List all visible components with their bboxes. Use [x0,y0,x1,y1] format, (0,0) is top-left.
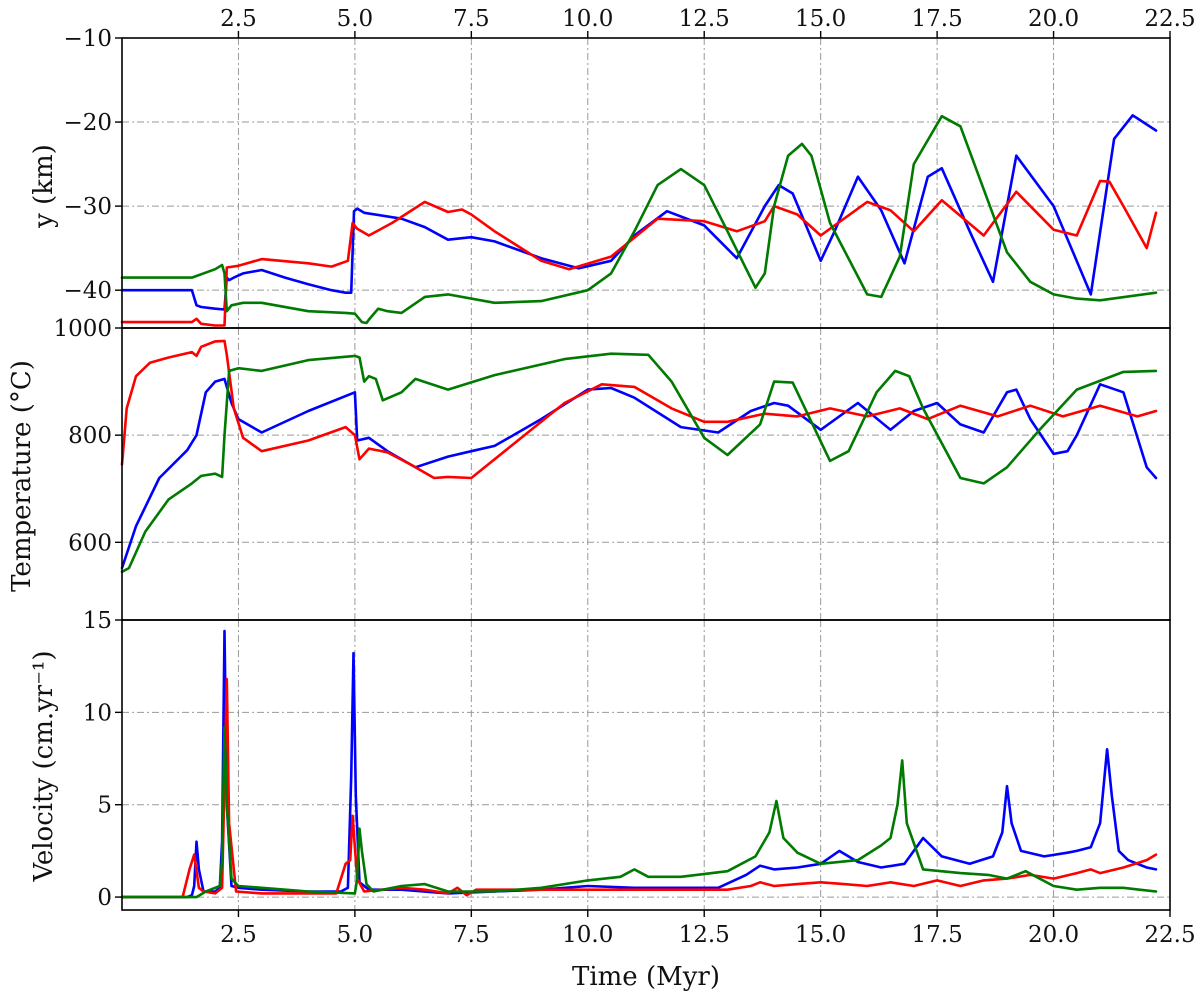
x-tick-label-top-2: 7.5 [453,6,490,32]
x-tick-label-top-4: 12.5 [679,6,730,32]
x-tick-label-bottom-7: 20.0 [1028,922,1079,948]
x-tick-label-top-1: 5.0 [337,6,374,32]
y-tick-label-velocity-0: 0 [97,885,112,911]
y-tick-label-depth-0: −40 [63,278,112,304]
x-tick-label-top-6: 17.5 [912,6,963,32]
y-tick-label-velocity-3: 15 [83,608,112,634]
series-line-depth-green [120,114,1158,325]
x-tick-label-top-0: 2.5 [220,6,257,32]
y-axis-label-depth: y (km) [29,144,59,229]
x-tick-label-bottom-3: 10.0 [562,922,613,948]
y-tick-label-depth-2: −20 [63,110,112,136]
y-tick-label-velocity-1: 5 [97,793,112,819]
series-line-temperature-green [120,352,1158,574]
y-tick-label-velocity-2: 10 [83,700,112,726]
grid-layer [122,38,1170,910]
y-tick-label-temperature-1: 800 [68,423,112,449]
label-layer: Time (Myr) y (km) Temperature (°C) Veloc… [7,144,720,992]
x-tick-label-top-5: 15.0 [795,6,846,32]
series-line-depth-red [120,179,1158,327]
y-tick-label-depth-1: −30 [63,194,112,220]
y-axis-label-temperature: Temperature (°C) [7,360,37,592]
x-tick-label-bottom-6: 17.5 [912,922,963,948]
x-tick-label-bottom-2: 7.5 [453,922,490,948]
x-axis-label: Time (Myr) [572,962,720,992]
x-tick-label-bottom-0: 2.5 [220,922,257,948]
series-line-velocity-red [120,677,1158,899]
panel-frame-velocity [121,619,1171,911]
series-line-depth-blue [120,114,1158,311]
x-tick-label-bottom-1: 5.0 [337,922,374,948]
y-tick-label-depth-3: −10 [63,26,112,52]
x-tick-label-bottom-4: 12.5 [679,922,730,948]
series-line-temperature-blue [120,377,1158,570]
y-tick-label-temperature-2: 1000 [53,316,112,342]
y-axis-label-velocity: Velocity (cm.yr⁻¹) [29,650,59,882]
tick-layer: −40 −30 −20 −10 600 800 1000 0 5 10 15 2.5 2.5 5.0 5.0… [53,6,1195,948]
x-tick-label-bottom-8: 22.5 [1144,922,1195,948]
x-tick-label-bottom-5: 15.0 [795,922,846,948]
panel-frame-temperature [121,327,1171,621]
panel-frame-depth [121,37,1171,329]
frame-layer [121,37,1171,911]
x-tick-label-top-3: 10.0 [562,6,613,32]
x-tick-label-top-8: 22.5 [1144,6,1195,32]
series-line-velocity-green [120,725,1158,899]
series-line-velocity-blue [120,629,1158,899]
x-tick-label-top-7: 20.0 [1028,6,1079,32]
series-layer [120,114,1158,899]
y-tick-label-temperature-0: 600 [68,530,112,556]
series-line-temperature-red [120,339,1158,480]
